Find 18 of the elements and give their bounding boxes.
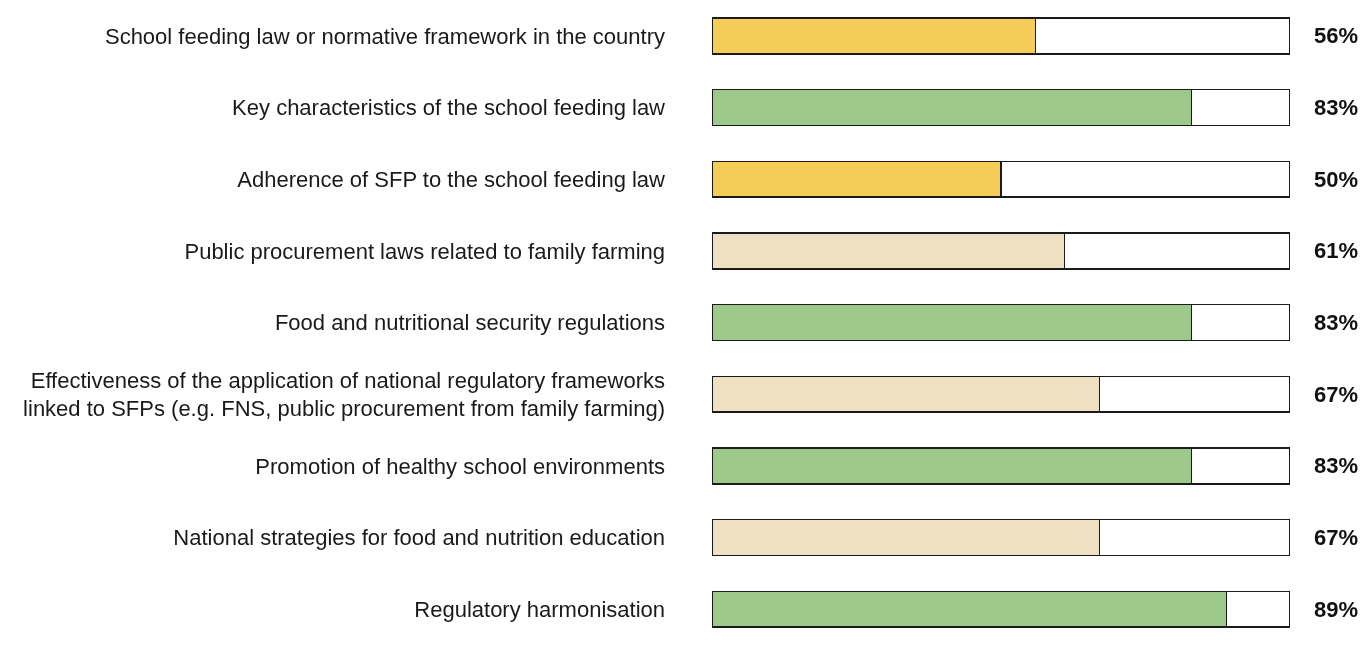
data-label: 83% [1314, 310, 1359, 335]
data-label: 56% [1314, 23, 1359, 48]
y-tick-label: Food and nutritional security regulations [274, 310, 665, 336]
data-label: 61% [1314, 238, 1359, 263]
y-tick-label: National strategies for food and nutrition education [173, 525, 665, 551]
y-tick-label: Public procurement laws related to family farming [184, 238, 665, 264]
data-label: 67% [1314, 525, 1359, 550]
data-label: 50% [1314, 167, 1359, 192]
y-tick-label: Promotion of healthy school environments [255, 453, 665, 479]
data-label: 67% [1314, 382, 1359, 407]
y-tick-label: Key characteristics of the school feeding law [232, 95, 666, 121]
data-label: 89% [1314, 597, 1359, 622]
data-label: 83% [1314, 453, 1359, 478]
y-tick-label: School feeding law or normative framework in the country [104, 23, 665, 49]
y-tick-label: Adherence of SFP to the school feeding law [237, 166, 666, 192]
data-label: 83% [1314, 95, 1359, 120]
y-tick-label: Regulatory harmonisation [414, 596, 665, 622]
y-tick-label: Effectiveness of the application of national regulatory frameworks linked to SFPs (e.g. FNS, public procurement from family farming) [23, 367, 665, 422]
